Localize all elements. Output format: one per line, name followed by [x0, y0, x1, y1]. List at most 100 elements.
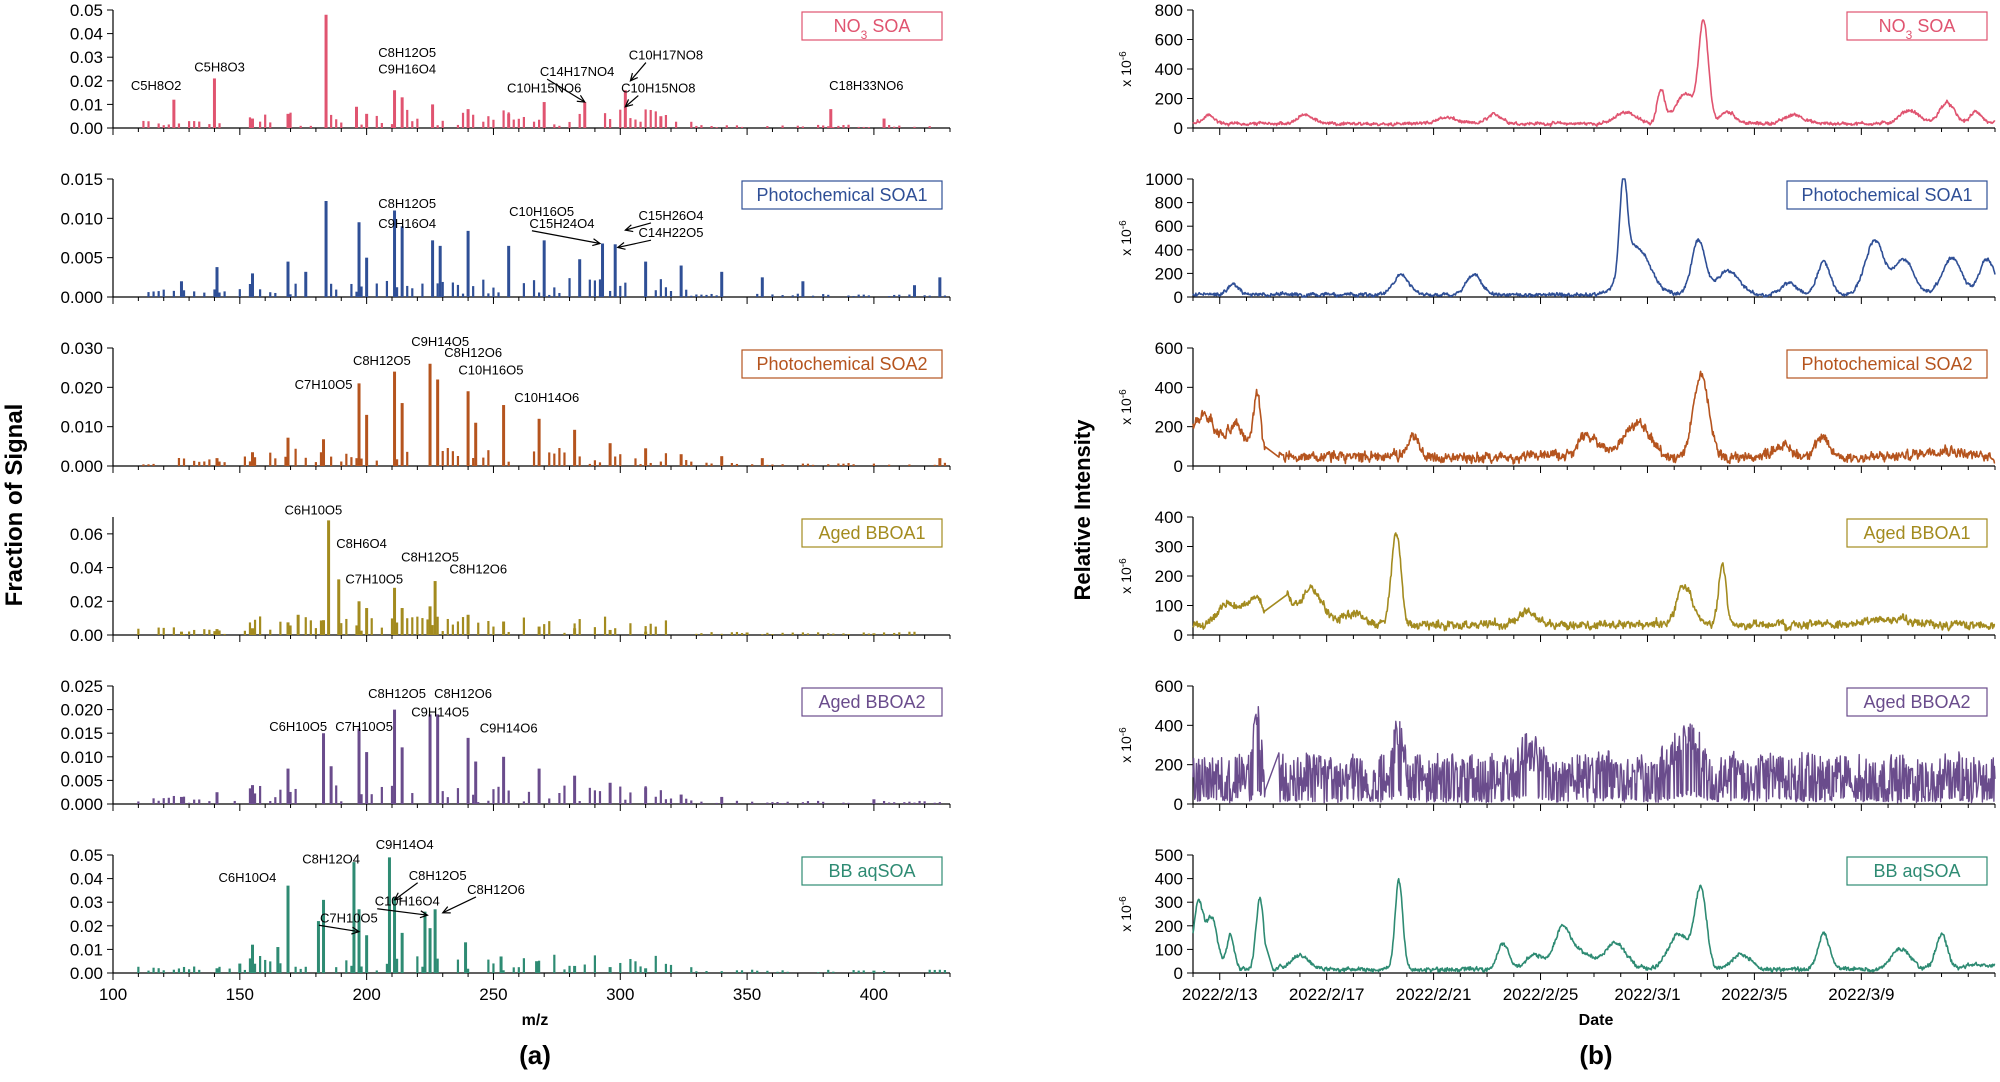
spectrum-peak-label: C5H8O3: [194, 59, 245, 74]
timeseries-y-tick-label: 400: [1155, 378, 1183, 397]
spectrum-peak-label: C6H10O5: [284, 502, 342, 517]
timeseries-y-tick-label: 0: [1174, 288, 1183, 307]
unit-text: x 10: [1118, 567, 1134, 594]
spectrum-x-tick-label: 400: [860, 985, 888, 1004]
spectrum-peak-label: C10H16O5: [509, 204, 574, 219]
spectrum-peak-label: C7H10O5: [345, 572, 403, 587]
spectrum-peak-label: C8H12O5: [378, 45, 436, 60]
spectrum-peak-label: C10H17NO8: [629, 48, 703, 63]
spectrum-peak-label: C7H10O5: [295, 377, 353, 392]
spectrum-peak-label: C8H6O4: [336, 536, 387, 551]
spectrum-y-tick-label: 0.02: [70, 917, 103, 936]
spectrum-y-tick-label: 0.015: [60, 724, 103, 743]
timeseries-aged-bboa2: 0 200 400 600 x 10-6 Aged BBOA2: [1118, 677, 1996, 814]
spectrum-arrow-head: [624, 99, 634, 108]
spectrum-y-tick-label: 0.015: [60, 170, 103, 189]
legend-text-main: NO: [1879, 16, 1906, 36]
legend-text-main: BB aqSOA: [828, 861, 915, 881]
spectrum-y-tick-label: 0.025: [60, 677, 103, 696]
unit-exponent: -6: [1118, 727, 1129, 736]
spectrum-y-tick-label: 0.04: [70, 25, 103, 44]
timeseries-legend-label: Aged BBOA2: [1863, 692, 1970, 712]
spectrum-peak-label: C5H8O2: [131, 78, 182, 93]
timeseries-legend-label: Photochemical SOA2: [1801, 354, 1972, 374]
legend-text-rest: SOA: [1912, 16, 1955, 36]
timeseries-y-tick-label: 500: [1155, 846, 1183, 865]
spectrum-peak-label: C8H12O5: [401, 550, 459, 565]
spectrum-legend-label: BB aqSOA: [828, 861, 915, 881]
spectrum-aged-bboa2: 0.000 0.005 0.010 0.015 0.020 0.025 C6H10O5 C7H…: [60, 677, 951, 814]
timeseries-photochemical-soa2: 0 200 400 600 x 10-6 Photochemical SOA2: [1118, 339, 1996, 476]
spectrum-peak-label: C10H16O5: [458, 363, 523, 378]
timeseries-x-tick-label: 2022/2/13: [1182, 985, 1258, 1004]
spectrum-peak-label: C10H15NO6: [507, 81, 581, 96]
timeseries-line: [1192, 706, 1996, 804]
spectrum-arrow-head: [393, 892, 403, 901]
unit-text: x 10: [1118, 60, 1134, 87]
mass-spectra-panel: 0.00 0.01 0.02 0.03 0.04 0.05 C5H8O2 C5H8O3 C8H1…: [60, 1, 951, 1004]
spectrum-legend-label: Photochemical SOA2: [756, 354, 927, 374]
spectrum-arrow-head: [576, 94, 586, 103]
timeseries-legend: Aged BBOA2: [1846, 687, 1988, 717]
spectrum-y-tick-label: 0.020: [60, 378, 103, 397]
spectrum-y-tick-label: 0.02: [70, 72, 103, 91]
timeseries-legend-label: NO3 SOA: [1879, 16, 1956, 42]
spectrum-y-tick-label: 0.01: [70, 95, 103, 114]
spectrum-peak-label: C14H17NO4: [540, 64, 614, 79]
timeseries-y-tick-label: 300: [1155, 893, 1183, 912]
timeseries-unit-label: x 10-6: [1118, 558, 1135, 594]
spectrum-arrow-head: [419, 910, 429, 919]
spectrum-y-tick-label: 0.05: [70, 846, 103, 865]
legend-text-main: BB aqSOA: [1873, 861, 1960, 881]
timeseries-unit-label: x 10-6: [1118, 389, 1135, 425]
legend-text-main: Aged BBOA2: [1863, 692, 1970, 712]
spectrum-y-tick-label: 0.02: [70, 592, 103, 611]
spectrum-label-arrow: [318, 924, 360, 933]
spectrum-y-tick-label: 0.04: [70, 870, 103, 889]
timeseries-y-tick-label: 800: [1155, 1, 1183, 20]
spectrum-label-arrow: [617, 239, 652, 249]
legend-text-main: Photochemical SOA2: [1801, 354, 1972, 374]
timeseries-y-tick-label: 200: [1155, 90, 1183, 109]
timeseries-y-tick-label: 600: [1155, 339, 1183, 358]
spectrum-no3-soa: 0.00 0.01 0.02 0.03 0.04 0.05 C5H8O2 C5H8O3 C8H1…: [70, 1, 951, 138]
timeseries-legend-label: Photochemical SOA1: [1801, 185, 1972, 205]
unit-exponent: -6: [1118, 220, 1129, 229]
spectrum-legend: Photochemical SOA2: [741, 349, 943, 379]
spectrum-peak-label: C7H10O5: [335, 719, 393, 734]
spectrum-aged-bboa1: 0.00 0.02 0.04 0.06 C6H10O5 C8H6O4 C7H10O5 C8H1…: [70, 502, 951, 645]
spectrum-x-tick-label: 250: [479, 985, 507, 1004]
timeseries-unit-label: x 10-6: [1118, 51, 1135, 87]
spectrum-x-tick-label: 200: [352, 985, 380, 1004]
timeseries-legend-box: [1846, 687, 1988, 717]
timeseries-y-tick-label: 0: [1174, 964, 1183, 983]
spectrum-y-tick-label: 0.00: [70, 626, 103, 645]
spectrum-y-tick-label: 0.03: [70, 893, 103, 912]
spectrum-legend-box: [741, 180, 943, 210]
spectrum-peak-label: C8H12O5: [368, 686, 426, 701]
spectrum-y-tick-label: 0.000: [60, 457, 103, 476]
unit-text: x 10: [1118, 229, 1134, 256]
legend-text-sub: 3: [861, 28, 868, 42]
spectrum-peak-label: C9H14O4: [376, 837, 434, 852]
panel-label-b: (b): [1579, 1040, 1612, 1070]
spectrum-y-tick-label: 0.010: [60, 418, 103, 437]
timeseries-legend-label: Aged BBOA1: [1863, 523, 1970, 543]
spectrum-bb-aqsoa: 0.00 0.01 0.02 0.03 0.04 0.05 100 150 200 250 300 3…: [70, 837, 951, 1004]
timeseries-x-tick-label: 2022/3/9: [1828, 985, 1894, 1004]
spectrum-peak-label: C10H16O4: [375, 894, 440, 909]
spectrum-peak-label: C8H12O5: [353, 353, 411, 368]
spectrum-peak-label: C8H12O5: [409, 868, 467, 883]
spectrum-peak-label: C15H24O4: [529, 216, 594, 231]
timeseries-line: [1192, 532, 1996, 632]
spectrum-legend-label: Photochemical SOA1: [756, 185, 927, 205]
spectrum-legend: BB aqSOA: [801, 856, 943, 886]
timeseries-y-tick-label: 400: [1155, 716, 1183, 735]
spectrum-arrow-head: [624, 224, 634, 233]
spectrum-legend: NO3 SOA: [801, 11, 943, 42]
timeseries-legend: Aged BBOA1: [1846, 518, 1988, 548]
spectrum-label-arrow: [531, 230, 601, 245]
timeseries-x-tick-label: 2022/2/21: [1396, 985, 1472, 1004]
timeseries-y-tick-label: 100: [1155, 597, 1183, 616]
